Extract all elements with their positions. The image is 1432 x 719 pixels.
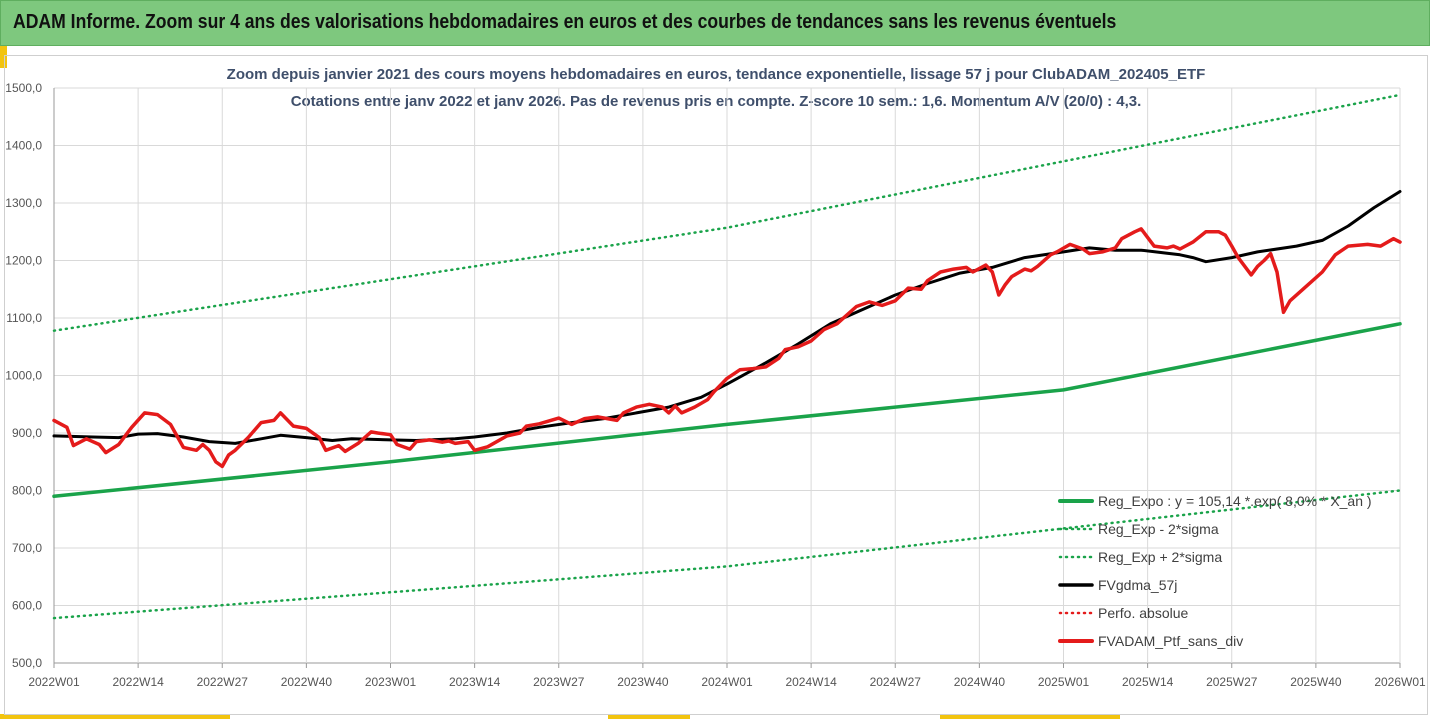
x-tick-label: 2022W14 — [112, 675, 164, 689]
chart-frame — [4, 55, 1428, 715]
legend-label-4: Perfo. absolue — [1098, 605, 1188, 621]
y-tick-label: 1100,0 — [6, 311, 42, 325]
y-tick-label: 500,0 — [12, 656, 42, 670]
x-tick-label: 2025W40 — [1290, 675, 1342, 689]
x-tick-label: 2025W01 — [1038, 675, 1090, 689]
chart-title-line-2: Cotations entre janv 2022 et janv 2026. … — [290, 93, 1142, 110]
x-tick-label: 2023W27 — [533, 675, 585, 689]
x-tick-label: 2024W27 — [870, 675, 922, 689]
legend-label-2: Reg_Exp + 2*sigma — [1098, 549, 1222, 565]
legend-label-5: FVADAM_Ptf_sans_div — [1098, 633, 1243, 649]
y-tick-label: 1000,0 — [5, 369, 42, 383]
legend-label-3: FVgdma_57j — [1098, 577, 1177, 593]
x-tick-label: 2023W14 — [449, 675, 501, 689]
legend-label-1: Reg_Exp - 2*sigma — [1098, 521, 1219, 537]
chart-title-line-1: Zoom depuis janvier 2021 des cours moyen… — [226, 66, 1206, 83]
y-tick-label: 700,0 — [12, 541, 42, 555]
x-tick-label: 2022W01 — [28, 675, 80, 689]
y-tick-label: 600,0 — [12, 599, 42, 613]
x-tick-label: 2024W40 — [954, 675, 1006, 689]
yellow-accent-bottom-right — [940, 715, 1120, 719]
series-line-4 — [52, 227, 1402, 469]
x-tick-label: 2026W01 — [1374, 675, 1426, 689]
y-tick-label: 1400,0 — [5, 139, 42, 153]
y-tick-label: 900,0 — [12, 426, 42, 440]
x-tick-label: 2025W27 — [1206, 675, 1258, 689]
y-tick-label: 800,0 — [12, 484, 42, 498]
x-tick-label: 2023W01 — [365, 675, 417, 689]
y-tick-label: 1300,0 — [5, 196, 42, 210]
series-line-0 — [52, 322, 1402, 499]
yellow-accent-left — [0, 46, 7, 68]
legend-label-0: Reg_Expo : y = 105,14 *.exp( 8,0% * X_an… — [1098, 493, 1372, 509]
yellow-accent-bottom-left — [0, 714, 230, 719]
y-tick-label: 1500,0 — [5, 81, 42, 95]
y-tick-label: 1200,0 — [5, 254, 42, 268]
yellow-accent-bottom-mid — [608, 715, 690, 719]
x-tick-label: 2022W27 — [197, 675, 249, 689]
x-tick-label: 2022W40 — [281, 675, 333, 689]
series-line-2 — [52, 93, 1402, 332]
title-bar: ADAM Informe. Zoom sur 4 ans des valoris… — [0, 0, 1430, 46]
x-tick-label: 2023W40 — [617, 675, 669, 689]
x-tick-label: 2025W14 — [1122, 675, 1174, 689]
x-tick-label: 2024W01 — [701, 675, 753, 689]
page-title: ADAM Informe. Zoom sur 4 ans des valoris… — [13, 11, 1117, 33]
x-tick-label: 2024W14 — [785, 675, 837, 689]
